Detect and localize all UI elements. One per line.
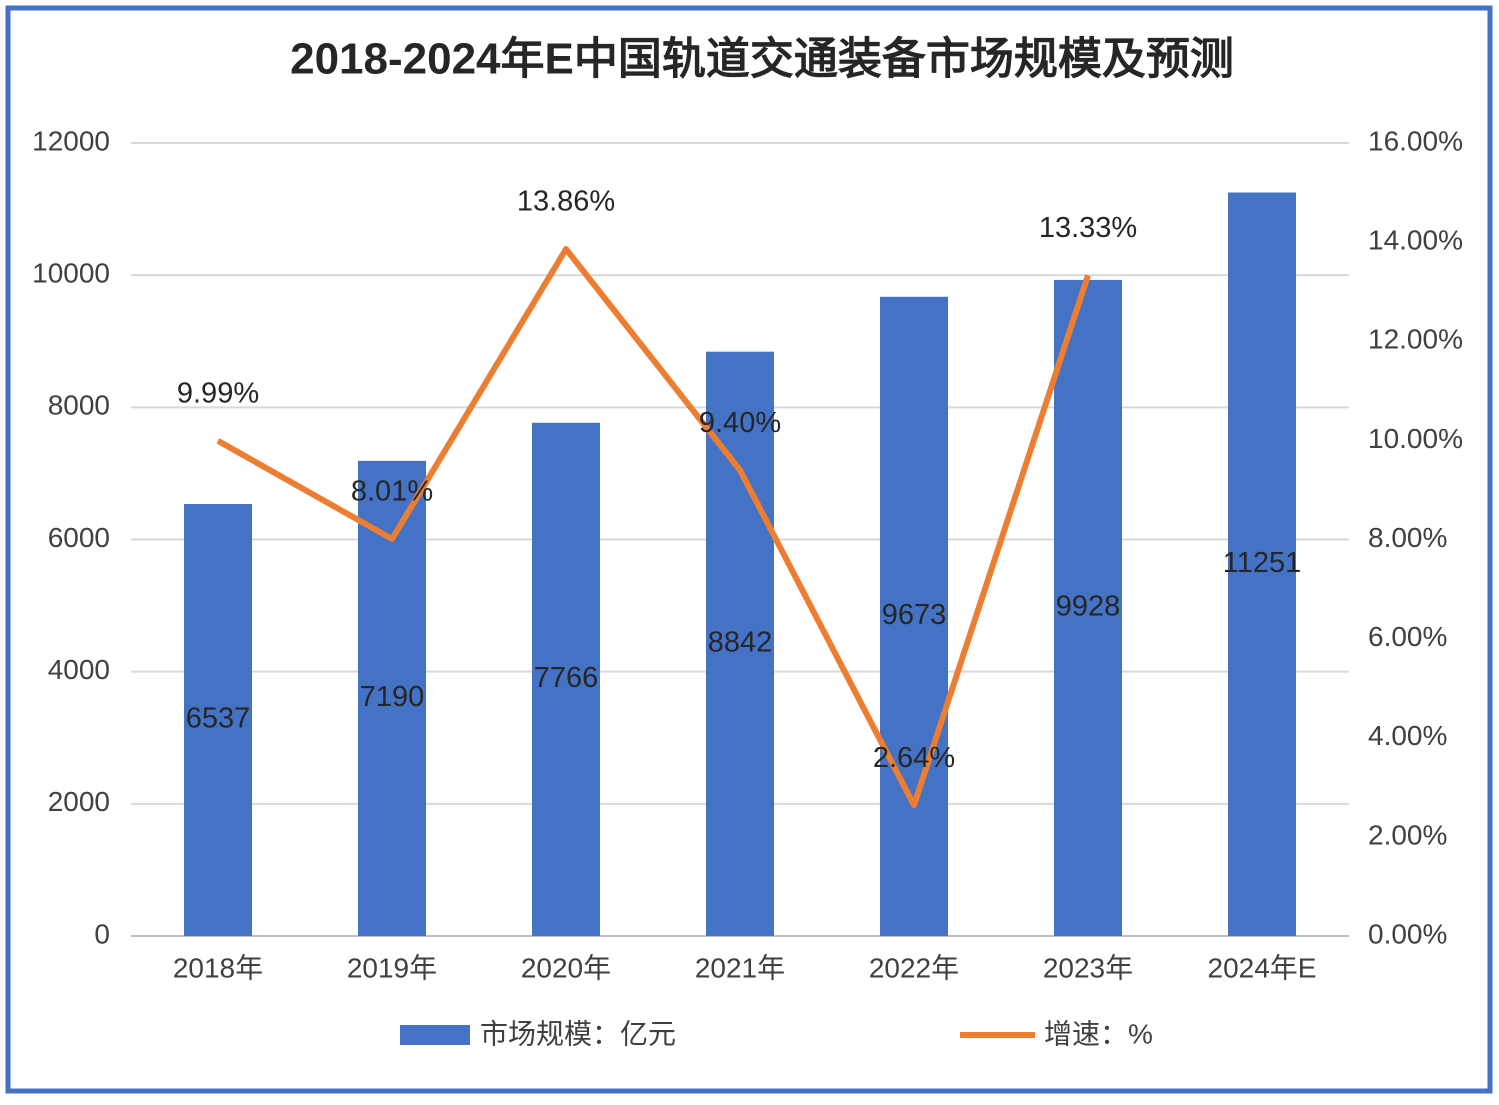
y2-tick-label: 0.00%	[1368, 918, 1447, 949]
data-label: 11251	[1223, 547, 1302, 579]
x-tick-label: 2022年	[869, 952, 959, 983]
bar	[532, 422, 600, 936]
data-label: 9.99%	[177, 378, 259, 410]
x-tick-label: 2019年	[347, 952, 437, 983]
x-tick-label: 2018年	[173, 952, 263, 983]
y-tick-label: 10000	[32, 258, 110, 289]
x-tick-label: 2021年	[695, 952, 785, 983]
data-label: 9673	[882, 599, 947, 631]
y2-tick-label: 8.00%	[1368, 522, 1447, 553]
data-label: 7190	[360, 681, 425, 713]
legend-label: 增速：%	[1044, 1018, 1153, 1049]
data-label: 9928	[1056, 591, 1121, 623]
line	[216, 246, 1091, 809]
y2-tick-label: 16.00%	[1368, 125, 1463, 156]
y-tick-label: 8000	[48, 390, 110, 421]
y2-tick-label: 4.00%	[1368, 720, 1447, 751]
bar	[1054, 279, 1122, 936]
bar	[1228, 192, 1296, 937]
data-label: 13.86%	[517, 186, 615, 218]
data-label: 8842	[708, 627, 773, 659]
y2-tick-label: 14.00%	[1368, 225, 1463, 256]
y-tick-label: 6000	[48, 522, 110, 553]
y-tick-label: 0	[94, 918, 110, 949]
bar	[880, 296, 948, 937]
data-label: 9.40%	[699, 407, 781, 439]
data-label: 8.01%	[351, 476, 433, 508]
y2-tick-label: 6.00%	[1368, 621, 1447, 652]
y2-tick-label: 2.00%	[1368, 819, 1447, 850]
x-tick-label: 2020年	[521, 952, 611, 983]
data-label: 13.33%	[1039, 212, 1137, 244]
x-tick-label: 2024年E	[1208, 952, 1317, 983]
legend-swatch	[400, 1025, 470, 1045]
data-label: 7766	[534, 662, 599, 694]
y-tick-label: 4000	[48, 654, 110, 685]
y2-tick-label: 10.00%	[1368, 423, 1463, 454]
y-tick-label: 12000	[32, 125, 110, 156]
data-label: 2.64%	[873, 742, 955, 774]
chart-title: 2018-2024年E中国轨道交通装备市场规模及预测	[290, 35, 1234, 84]
x-tick-label: 2023年	[1043, 952, 1133, 983]
data-label: 6537	[186, 703, 251, 735]
legend-label: 市场规模：亿元	[480, 1018, 676, 1049]
y2-tick-label: 12.00%	[1368, 324, 1463, 355]
y-tick-label: 2000	[48, 786, 110, 817]
bar	[706, 351, 774, 936]
bar	[184, 504, 252, 936]
